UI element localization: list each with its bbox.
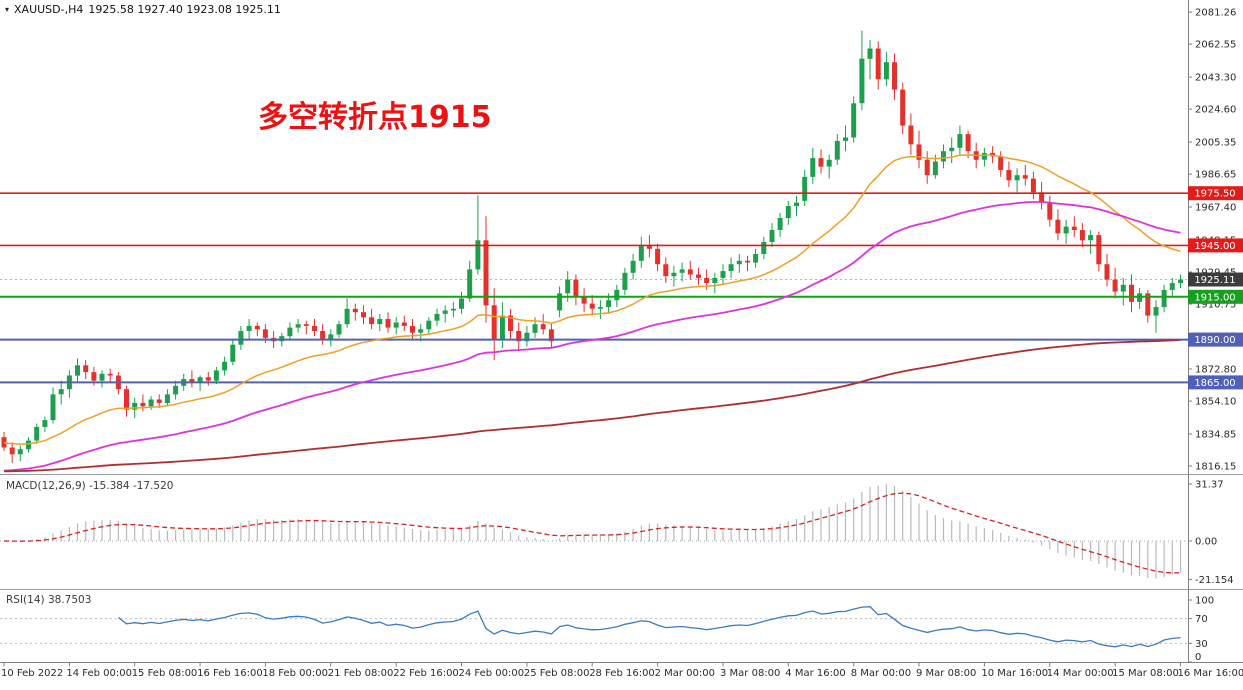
svg-text:1915.00: 1915.00 (1194, 292, 1235, 303)
price-tag-1865.00[interactable]: 1865.00 (1188, 375, 1243, 390)
rsi-panel (0, 606, 1188, 648)
svg-text:1890.00: 1890.00 (1194, 335, 1235, 346)
svg-text:21 Feb 08:00: 21 Feb 08:00 (328, 668, 394, 679)
svg-text:8 Mar 00:00: 8 Mar 00:00 (851, 668, 911, 679)
svg-text:2 Mar 00:00: 2 Mar 00:00 (655, 668, 715, 679)
ma-line-60 (3, 201, 1181, 472)
svg-text:22 Feb 16:00: 22 Feb 16:00 (393, 668, 459, 679)
svg-text:1925.11: 1925.11 (1194, 275, 1235, 286)
svg-text:1986.65: 1986.65 (1195, 170, 1236, 181)
annotation-text[interactable]: 多空转折点1915 (258, 100, 492, 135)
macd-panel (0, 484, 1188, 579)
price-axis-labels: 2081.26 2062.55 2043.30 2024.60 2005.35 1986.… (1188, 8, 1236, 663)
svg-text:16 Mar 16:00: 16 Mar 16:00 (1178, 668, 1243, 679)
svg-text:1865.00: 1865.00 (1194, 378, 1235, 389)
svg-text:2081.26: 2081.26 (1195, 8, 1236, 19)
macd-signal-line (3, 492, 1181, 574)
macd-indicator-label: MACD(12,26,9) -15.384 -17.520 (6, 480, 174, 492)
ma-line-24 (3, 154, 1181, 445)
svg-text:1854.10: 1854.10 (1195, 397, 1236, 408)
svg-text:1945.00: 1945.00 (1194, 241, 1235, 252)
svg-text:14 Feb 00:00: 14 Feb 00:00 (66, 668, 132, 679)
time-axis-labels[interactable]: 10 Feb 2022 14 Feb 00:00 15 Feb 08:00 16 Fe… (1, 662, 1243, 680)
price-tag-1890.00[interactable]: 1890.00 (1188, 332, 1243, 347)
ohlc-values: 1925.58 1927.40 1923.08 1925.11 (88, 3, 281, 16)
svg-text:9 Mar 08:00: 9 Mar 08:00 (916, 668, 976, 679)
symbol-dropdown-icon[interactable]: ▾ (5, 5, 10, 14)
price-tag-1945.00[interactable]: 1945.00 (1188, 238, 1243, 253)
svg-text:24 Feb 00:00: 24 Feb 00:00 (459, 668, 525, 679)
svg-text:2024.60: 2024.60 (1195, 105, 1236, 116)
svg-text:10 Mar 16:00: 10 Mar 16:00 (981, 668, 1048, 679)
horizontal-lines[interactable] (0, 192, 1188, 384)
svg-text:2005.35: 2005.35 (1195, 138, 1236, 149)
svg-text:70: 70 (1195, 614, 1208, 625)
ma-line-290 (3, 339, 1181, 473)
svg-text:2062.55: 2062.55 (1195, 40, 1236, 51)
svg-text:1816.15: 1816.15 (1195, 462, 1236, 473)
svg-text:1975.50: 1975.50 (1194, 189, 1235, 200)
rsi-line (118, 606, 1181, 648)
symbol-timeframe-label: XAUUSD-,H4 (14, 3, 84, 16)
rsi-indicator-label: RSI(14) 38.7503 (6, 594, 92, 606)
svg-text:-21.154: -21.154 (1195, 575, 1234, 586)
svg-text:4 Mar 16:00: 4 Mar 16:00 (785, 668, 845, 679)
svg-text:14 Mar 00:00: 14 Mar 00:00 (1047, 668, 1114, 679)
svg-text:2043.30: 2043.30 (1195, 73, 1236, 84)
svg-text:1910.75: 1910.75 (1195, 300, 1236, 311)
svg-text:15 Mar 08:00: 15 Mar 08:00 (1112, 668, 1179, 679)
svg-text:1834.85: 1834.85 (1195, 430, 1236, 441)
svg-text:16 Feb 16:00: 16 Feb 16:00 (197, 668, 263, 679)
macd-histogram (11, 484, 1182, 579)
price-tag-1975.50[interactable]: 1975.50 (1188, 186, 1243, 201)
svg-text:100: 100 (1195, 596, 1214, 607)
svg-text:28 Feb 16:00: 28 Feb 16:00 (589, 668, 655, 679)
svg-text:10 Feb 2022: 10 Feb 2022 (1, 668, 63, 679)
candlesticks (1, 30, 1183, 463)
svg-text:18 Feb 00:00: 18 Feb 00:00 (262, 668, 328, 679)
svg-text:15 Feb 08:00: 15 Feb 08:00 (132, 668, 198, 679)
svg-text:25 Feb 08:00: 25 Feb 08:00 (524, 668, 590, 679)
svg-text:3 Mar 08:00: 3 Mar 08:00 (720, 668, 780, 679)
svg-text:1967.40: 1967.40 (1195, 203, 1236, 214)
svg-text:31.37: 31.37 (1195, 480, 1224, 491)
current-price-tag[interactable]: 1925.11 (1188, 272, 1243, 287)
svg-text:0.00: 0.00 (1195, 537, 1217, 548)
svg-text:30: 30 (1195, 639, 1208, 650)
svg-text:1872.80: 1872.80 (1195, 365, 1236, 376)
panel-borders (0, 0, 1243, 663)
svg-text:0: 0 (1195, 652, 1201, 663)
price-tag-1915.00[interactable]: 1915.00 (1188, 289, 1243, 304)
chart-header: ▾ XAUUSD-,H4 1925.58 1927.40 1923.08 192… (5, 3, 281, 16)
